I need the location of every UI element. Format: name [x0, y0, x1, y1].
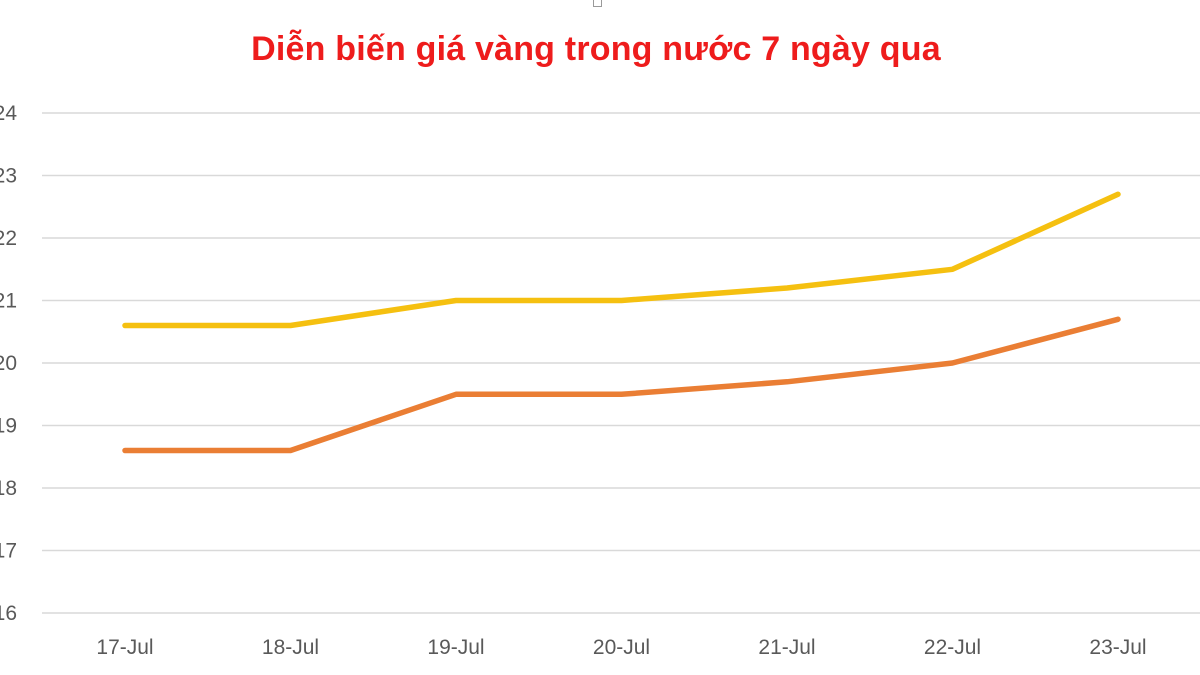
y-tick-label: 17: [0, 540, 17, 563]
x-tick-label: 21-Jul: [758, 636, 815, 659]
x-tick-label: 17-Jul: [96, 636, 153, 659]
y-tick-label: 19: [0, 415, 17, 438]
resize-handle[interactable]: [593, 0, 602, 7]
y-tick-label: 22: [0, 227, 17, 250]
y-tick-label: 21: [0, 290, 17, 313]
x-tick-label: 18-Jul: [262, 636, 319, 659]
chart-title: Diễn biến giá vàng trong nước 7 ngày qua: [251, 30, 941, 68]
y-tick-label: 16: [0, 602, 17, 625]
y-tick-label: 20: [0, 352, 17, 375]
x-tick-label: 19-Jul: [427, 636, 484, 659]
series-line-2: [122, 316, 1121, 454]
y-tick-label: 24: [0, 102, 17, 125]
y-tick-label: 23: [0, 165, 17, 188]
x-tick-label: 20-Jul: [593, 636, 650, 659]
y-tick-label: 18: [0, 477, 17, 500]
series-line-1: [122, 191, 1121, 329]
x-tick-label: 23-Jul: [1089, 636, 1146, 659]
x-tick-label: 22-Jul: [924, 636, 981, 659]
